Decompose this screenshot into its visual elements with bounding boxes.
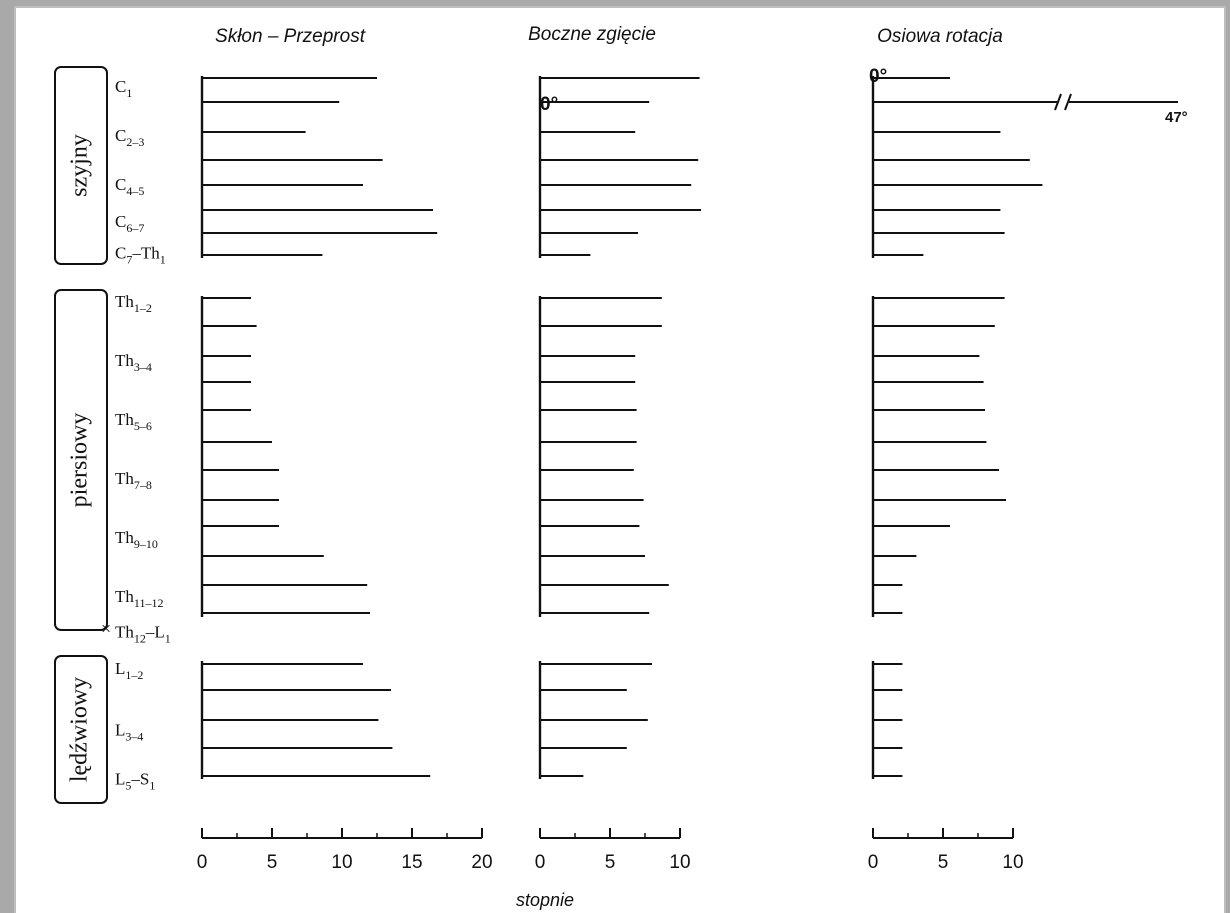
x-tick-label-flex-3: 15 — [401, 852, 422, 873]
segment-label-lumbar-2: L5–S1 — [115, 769, 155, 792]
segment-label-cervical-0: C1 — [115, 77, 132, 100]
region-box-thoracic — [54, 289, 108, 631]
page-sheet — [16, 8, 1224, 913]
segment-label-cervical-2: C4–5 — [115, 175, 144, 198]
x-tick-label-lat-2: 10 — [669, 852, 690, 873]
segment-label-thoracic-5: Th11–12 — [115, 587, 163, 610]
segment-label-thoracic-4: Th9–10 — [115, 528, 158, 551]
x-tick-label-flex-0: 0 — [197, 852, 208, 873]
segment-label-thoracic-2: Th5–6 — [115, 410, 152, 433]
x-tick-label-lat-0: 0 — [535, 852, 546, 873]
region-label-thoracic: piersiowy — [67, 413, 93, 508]
segment-label-lumbar-0: L1–2 — [115, 659, 143, 682]
segment-label-thoracic-3: Th7–8 — [115, 469, 152, 492]
segment-label-thoracic-1: Th3–4 — [115, 351, 152, 374]
segment-label-lumbar-1: L3–4 — [115, 720, 143, 743]
segment-label-cervical-4: C7–Th1 — [115, 244, 166, 267]
x-tick-label-lat-1: 5 — [605, 852, 616, 873]
x-tick-label-flex-1: 5 — [267, 852, 278, 873]
segment-label-cervical-1: C2–3 — [115, 126, 144, 149]
x-tick-label-flex-4: 20 — [471, 852, 492, 873]
panel-title-lat: Boczne zgięcie — [528, 24, 656, 45]
x-tick-label-rot-0: 0 — [868, 852, 879, 873]
region-box-cervical — [54, 66, 108, 265]
segment-label-cervical-3: C6–7 — [115, 212, 144, 235]
annotation-rot-2: 47° — [1165, 109, 1188, 126]
x-tick-label-flex-2: 10 — [331, 852, 352, 873]
panel-title-rot: Osiowa rotacja — [877, 26, 1003, 47]
segment-marker-thoracic: × — [101, 618, 111, 638]
x-axis-label: stopnie — [516, 890, 574, 910]
annotation-lat-0: 0° — [540, 94, 558, 115]
x-tick-label-rot-1: 5 — [938, 852, 949, 873]
annotation-rot-1: 0° — [869, 66, 887, 87]
region-label-cervical: szyjny — [67, 134, 93, 197]
segment-label-thoracic-0: Th1–2 — [115, 292, 152, 315]
x-tick-label-rot-2: 10 — [1002, 852, 1023, 873]
segment-label-thoracic-6: Th12–L1 — [115, 622, 171, 645]
region-box-lumbar — [54, 655, 108, 804]
axis-break-icon — [1054, 93, 1072, 111]
panel-title-flex: Skłon – Przeprost — [215, 26, 366, 47]
region-label-lumbar: lędźwiowy — [67, 677, 93, 782]
